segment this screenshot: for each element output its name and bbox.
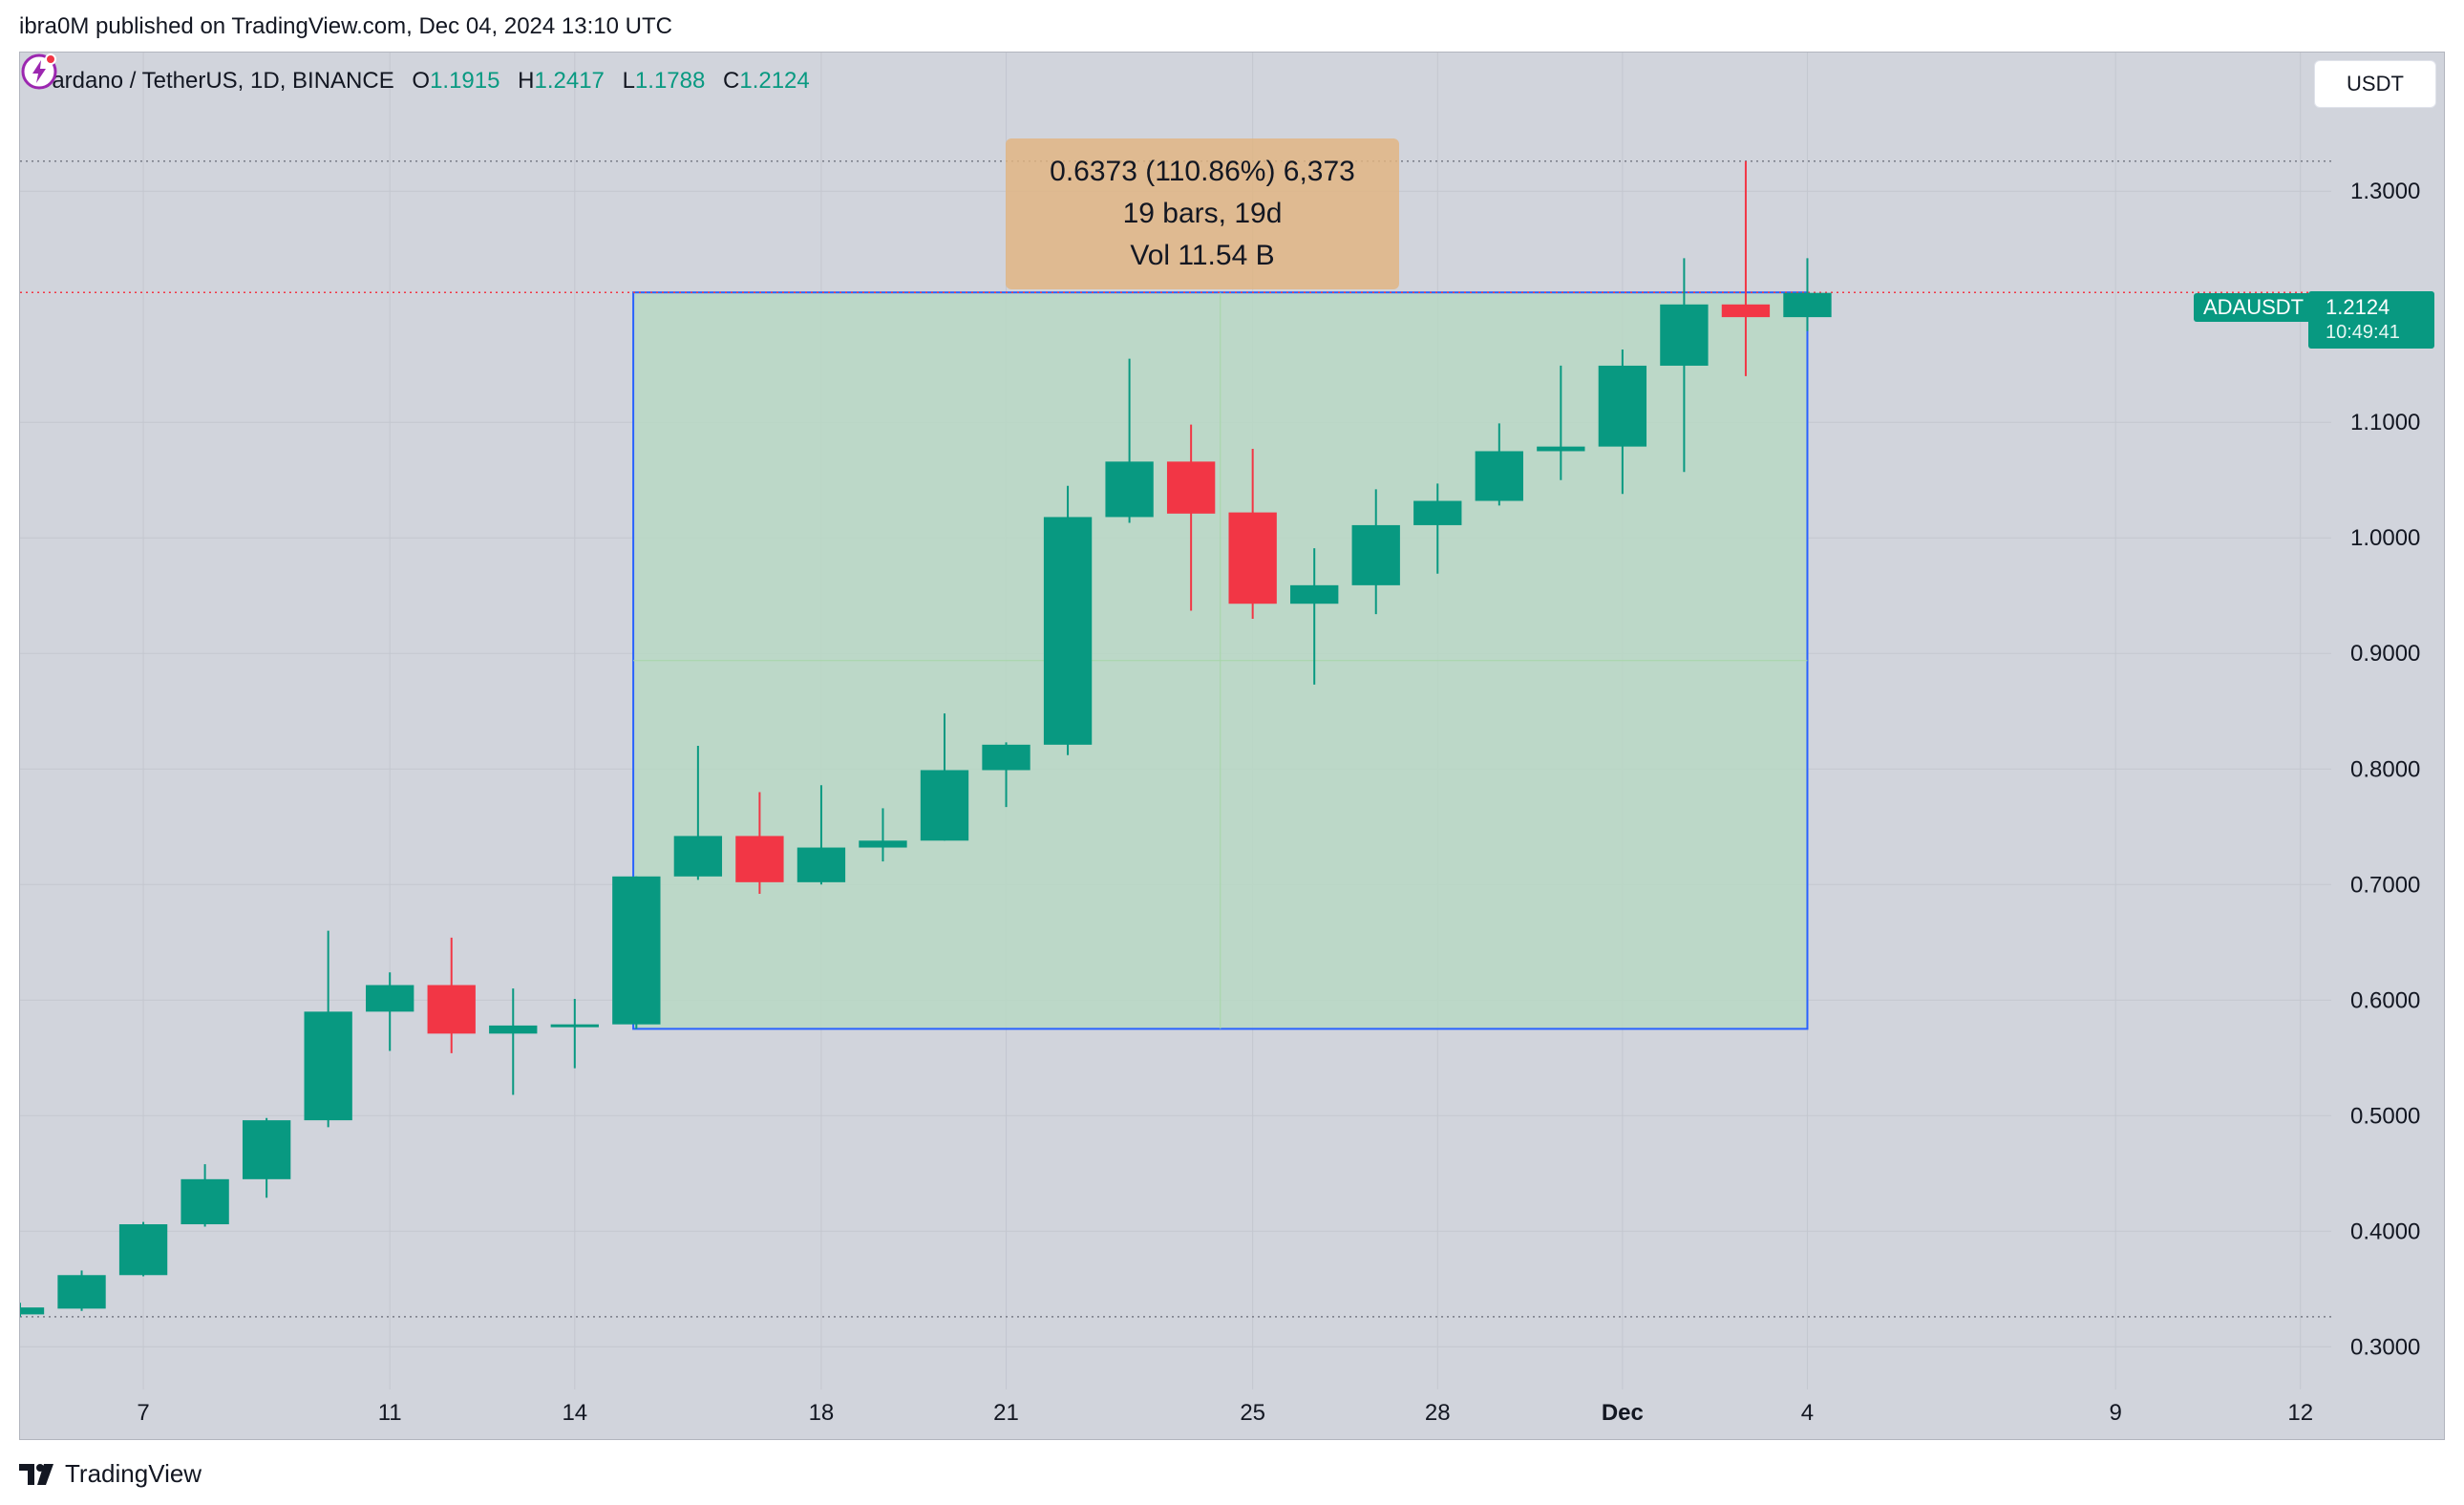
x-tick-label: 21 (993, 1400, 1019, 1426)
candle-body (1166, 461, 1216, 514)
candle-body (982, 744, 1030, 771)
x-tick-label: 4 (1801, 1400, 1814, 1426)
candle-body (20, 1307, 45, 1315)
candle-body (1783, 292, 1832, 318)
candle-body (1413, 500, 1462, 525)
last-price: 1.2124 (2326, 295, 2390, 319)
x-tick-label: 25 (1240, 1400, 1265, 1426)
candle-body (612, 876, 661, 1025)
candle-body (1660, 304, 1709, 366)
y-tick-label: 0.3000 (2350, 1334, 2420, 1360)
currency-button[interactable]: USDT (2314, 60, 2436, 108)
candle-body (859, 840, 907, 848)
candle-body (673, 836, 723, 877)
candle-body (550, 1024, 599, 1028)
candle-body (1290, 584, 1339, 604)
candle-body (489, 1025, 538, 1034)
candle-body (1228, 512, 1277, 604)
candle-body (1351, 524, 1400, 585)
x-tick-label: 14 (562, 1400, 587, 1426)
x-tick-label: 28 (1425, 1400, 1451, 1426)
x-tick-label: 18 (809, 1400, 835, 1426)
symbol-title[interactable]: Cardano / TetherUS, 1D, BINANCE (35, 68, 394, 94)
measure-info-box: 0.6373 (110.86%) 6,373 19 bars, 19d Vol … (1006, 138, 1399, 289)
candle-body (427, 985, 476, 1034)
candle-body (1598, 365, 1647, 447)
x-tick-label: 12 (2287, 1400, 2313, 1426)
candle-body (1537, 446, 1585, 452)
y-tick-label: 0.4000 (2350, 1219, 2420, 1244)
candle-body (118, 1224, 168, 1276)
y-tick-label: 0.7000 (2350, 872, 2420, 898)
y-tick-label: 1.3000 (2350, 179, 2420, 204)
bar-countdown: 10:49:41 (2326, 322, 2400, 343)
x-tick-label: Dec (1602, 1400, 1644, 1426)
candle-body (57, 1275, 106, 1309)
y-tick-label: 1.1000 (2350, 410, 2420, 435)
y-tick-label: 0.9000 (2350, 641, 2420, 667)
symbol-legend: Cardano / TetherUS, 1D, BINANCE O1.1915 … (35, 68, 810, 95)
candle-body (1721, 304, 1771, 318)
close-label: C (723, 68, 740, 94)
open-value: 1.1915 (430, 68, 500, 94)
ticker-label: ADAUSDT (2194, 293, 2314, 322)
y-tick-label: 0.5000 (2350, 1103, 2420, 1129)
x-tick-label: 7 (137, 1400, 149, 1426)
candle-body (242, 1120, 291, 1179)
high-label: H (518, 68, 535, 94)
measure-volume: Vol 11.54 B (1130, 240, 1275, 271)
measure-change: 0.6373 (110.86%) 6,373 (1050, 156, 1355, 187)
last-price-label: 1.2124 10:49:41 (2308, 291, 2434, 349)
close-value: 1.2124 (739, 68, 810, 94)
flash-alert-icon[interactable] (20, 53, 58, 91)
candle-body (735, 836, 784, 882)
measure-bars: 19 bars, 19d (1122, 198, 1283, 229)
x-tick-label: 9 (2109, 1400, 2121, 1426)
candle-body (797, 847, 846, 882)
candlestick-chart[interactable]: 0.3000 0.4000 0.5000 0.6000 0.7000 0.8000 0.90… (20, 53, 2446, 1441)
candle-body (1105, 461, 1154, 518)
footer-brand: TradingView (65, 1459, 202, 1488)
candle-body (1475, 451, 1523, 501)
candle-body (920, 770, 969, 841)
candle-body (181, 1178, 229, 1225)
chart-area[interactable]: 0.3000 0.4000 0.5000 0.6000 0.7000 0.8000 0.90… (19, 52, 2445, 1440)
candle-body (366, 985, 414, 1012)
tradingview-logo[interactable]: TradingView (19, 1459, 202, 1489)
candle-body (304, 1011, 352, 1121)
publish-info: ibra0M published on TradingView.com, Dec… (19, 13, 672, 39)
open-label: O (412, 68, 431, 94)
low-value: 1.1788 (634, 68, 706, 94)
y-tick-label: 0.8000 (2350, 756, 2420, 782)
y-tick-label: 0.6000 (2350, 987, 2420, 1013)
candle-body (1043, 517, 1093, 745)
high-value: 1.2417 (534, 68, 605, 94)
tradingview-logo-icon (19, 1463, 53, 1485)
low-label: L (622, 68, 635, 94)
y-tick-label: 1.0000 (2350, 525, 2420, 551)
x-tick-label: 11 (378, 1400, 402, 1426)
